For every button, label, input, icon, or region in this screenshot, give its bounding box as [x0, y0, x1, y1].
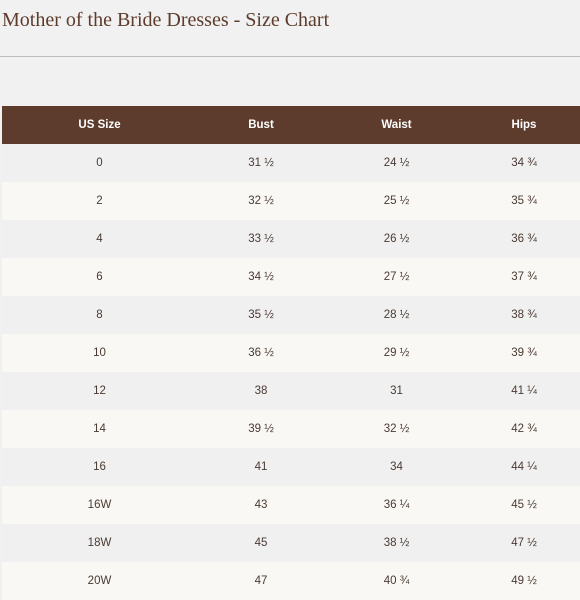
cell-bust: 39 ½ [248, 423, 274, 435]
cell-waist: 24 ½ [383, 157, 410, 169]
table-row: 6 34 ½ 27 ½ 37 ¾ [2, 258, 580, 296]
cell-waist: 38 ½ [383, 537, 410, 549]
cell-us-size: 0 [96, 157, 103, 169]
cell-waist: 28 ½ [383, 309, 410, 321]
cell-us-size: 6 [96, 271, 103, 283]
cell-us-size: 12 [93, 385, 106, 397]
cell-us-size: 18W [87, 537, 112, 549]
cell-us-size: 10 [93, 347, 106, 359]
cell-waist: 31 [390, 385, 403, 397]
cell-bust: 33 ½ [248, 233, 274, 245]
cell-hips: 45 ½ [511, 499, 537, 511]
cell-waist: 25 ½ [383, 195, 410, 207]
cell-us-size: 2 [96, 195, 103, 207]
cell-hips: 38 ¾ [511, 309, 537, 321]
cell-hips: 39 ¾ [511, 347, 537, 359]
cell-bust: 36 ½ [248, 347, 274, 359]
table-row: 20W 47 40 ¾ 49 ½ [2, 562, 580, 600]
cell-hips: 49 ½ [511, 575, 537, 587]
table-row: 0 31 ½ 24 ½ 34 ¾ [2, 144, 580, 182]
cell-waist: 26 ½ [383, 233, 410, 245]
column-header-waist: Waist [381, 119, 412, 131]
table-row: 10 36 ½ 29 ½ 39 ¾ [2, 334, 580, 372]
cell-waist: 36 ¼ [383, 499, 410, 511]
title-divider [0, 56, 580, 57]
table-row: 18W 45 38 ½ 47 ½ [2, 524, 580, 562]
cell-bust: 38 [254, 385, 268, 397]
cell-bust: 43 [254, 499, 268, 511]
cell-us-size: 8 [96, 309, 103, 321]
cell-waist: 40 ¾ [383, 575, 410, 587]
cell-bust: 41 [254, 461, 268, 473]
table-row: 12 38 31 41 ¼ [2, 372, 580, 410]
cell-bust: 32 ½ [248, 195, 274, 207]
size-chart-table: US Size Bust Waist Hips 0 31 ½ 24 ½ 34 ¾ 2 32… [2, 106, 580, 600]
cell-us-size: 16W [87, 499, 112, 511]
table-row: 2 32 ½ 25 ½ 35 ¾ [2, 182, 580, 220]
column-header-bust: Bust [248, 119, 274, 131]
cell-hips: 44 ¼ [511, 461, 537, 473]
cell-us-size: 14 [93, 423, 106, 435]
cell-hips: 35 ¾ [511, 195, 537, 207]
table-row: 16 41 34 44 ¼ [2, 448, 580, 486]
cell-waist: 34 [390, 461, 403, 473]
cell-us-size: 16 [93, 461, 106, 473]
column-header-us-size: US Size [78, 119, 121, 131]
cell-waist: 27 ½ [383, 271, 410, 283]
cell-bust: 35 ½ [248, 309, 274, 321]
table-header-row: US Size Bust Waist Hips [2, 106, 580, 144]
cell-hips: 36 ¾ [511, 233, 537, 245]
table-row: 14 39 ½ 32 ½ 42 ¾ [2, 410, 580, 448]
cell-waist: 29 ½ [383, 347, 410, 359]
cell-bust: 45 [254, 537, 268, 549]
table-body: 0 31 ½ 24 ½ 34 ¾ 2 32 ½ 25 ½ 35 ¾ 4 33 ½ 26 ½ 36 ¾ 6… [2, 144, 580, 600]
cell-hips: 41 ¼ [511, 385, 537, 397]
cell-us-size: 4 [96, 233, 103, 245]
column-header-hips: Hips [511, 119, 537, 131]
cell-hips: 42 ¾ [511, 423, 537, 435]
cell-waist: 32 ½ [383, 423, 410, 435]
table-row: 8 35 ½ 28 ½ 38 ¾ [2, 296, 580, 334]
page-title: Mother of the Bride Dresses - Size Chart [2, 9, 330, 31]
table-row: 4 33 ½ 26 ½ 36 ¾ [2, 220, 580, 258]
cell-bust: 34 ½ [248, 271, 274, 283]
table-row: 16W 43 36 ¼ 45 ½ [2, 486, 580, 524]
cell-bust: 47 [254, 575, 268, 587]
cell-hips: 47 ½ [511, 537, 537, 549]
cell-us-size: 20W [87, 575, 112, 587]
cell-hips: 34 ¾ [511, 157, 537, 169]
cell-hips: 37 ¾ [511, 271, 537, 283]
cell-bust: 31 ½ [248, 157, 274, 169]
